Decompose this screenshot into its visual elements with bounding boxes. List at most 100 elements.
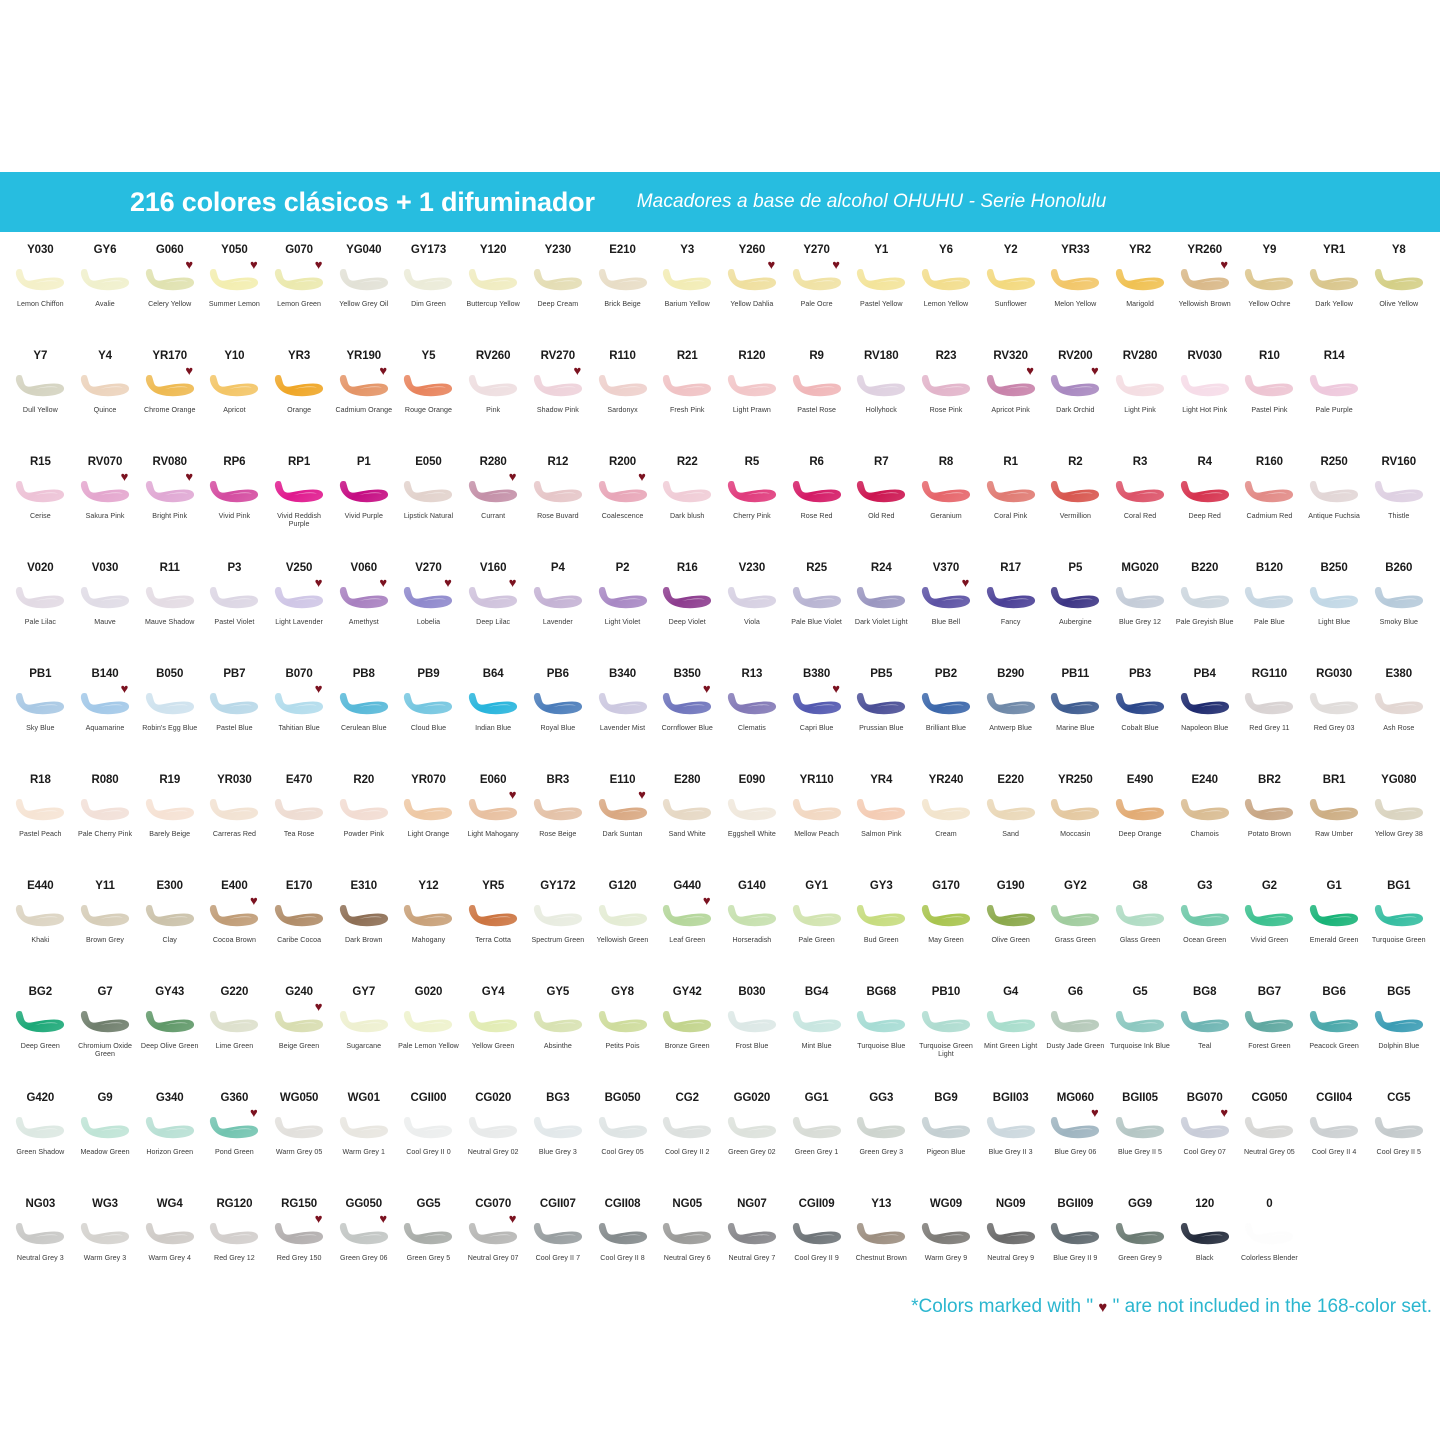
swatch-cell[interactable]: R200 ♥ Coalescence (590, 456, 655, 562)
swatch-cell[interactable]: P3 Pastel Violet (202, 562, 267, 668)
swatch-cell[interactable]: Y030 Lemon Chiffon (8, 244, 73, 350)
swatch-cell[interactable]: G2 Vivid Green (1237, 880, 1302, 986)
swatch-cell[interactable]: G170 May Green (914, 880, 979, 986)
swatch-cell[interactable]: YR190 ♥ Cadmium Orange (331, 350, 396, 456)
swatch-cell[interactable]: E220 Sand (978, 774, 1043, 880)
swatch-cell[interactable]: BG68 Turquoise Blue (849, 986, 914, 1092)
swatch-cell[interactable]: YR3 Orange (267, 350, 332, 456)
swatch-cell[interactable]: E470 Tea Rose (267, 774, 332, 880)
swatch-cell[interactable]: R25 Pale Blue Violet (784, 562, 849, 668)
swatch-cell[interactable]: YR260 ♥ Yellowish Brown (1172, 244, 1237, 350)
swatch-cell[interactable]: CGII00 Cool Grey II 0 (396, 1092, 461, 1198)
swatch-cell[interactable]: R10 Pastel Pink (1237, 350, 1302, 456)
swatch-cell[interactable]: PB8 Cerulean Blue (331, 668, 396, 774)
swatch-cell[interactable]: GY42 Bronze Green (655, 986, 720, 1092)
swatch-cell[interactable]: PB11 Marine Blue (1043, 668, 1108, 774)
swatch-cell[interactable]: E380 Ash Rose (1366, 668, 1431, 774)
swatch-cell[interactable]: GG050 ♥ Green Grey 06 (331, 1198, 396, 1304)
swatch-cell[interactable]: NG03 Neutral Grey 3 (8, 1198, 73, 1304)
swatch-cell[interactable]: V370 ♥ Blue Bell (914, 562, 979, 668)
swatch-cell[interactable]: RV320 ♥ Apricot Pink (978, 350, 1043, 456)
swatch-cell[interactable]: R7 Old Red (849, 456, 914, 562)
swatch-cell[interactable]: Y270 ♥ Pale Ocre (784, 244, 849, 350)
swatch-cell[interactable]: YR4 Salmon Pink (849, 774, 914, 880)
swatch-cell[interactable]: R16 Deep Violet (655, 562, 720, 668)
swatch-cell[interactable]: CGII07 Cool Grey II 7 (526, 1198, 591, 1304)
swatch-cell[interactable]: R080 Pale Cherry Pink (73, 774, 138, 880)
swatch-cell[interactable]: G420 Green Shadow (8, 1092, 73, 1198)
swatch-cell[interactable]: 120 Black (1172, 1198, 1237, 1304)
swatch-cell[interactable]: BG050 Cool Grey 05 (590, 1092, 655, 1198)
swatch-cell[interactable]: G340 Horizon Green (137, 1092, 202, 1198)
swatch-cell[interactable]: G8 Glass Green (1108, 880, 1173, 986)
swatch-cell[interactable]: G6 Dusty Jade Green (1043, 986, 1108, 1092)
swatch-cell[interactable]: R120 Light Prawn (720, 350, 785, 456)
swatch-cell[interactable]: YR1 Dark Yellow (1302, 244, 1367, 350)
swatch-cell[interactable]: BR2 Potato Brown (1237, 774, 1302, 880)
swatch-cell[interactable]: BGII03 Blue Grey II 3 (978, 1092, 1043, 1198)
swatch-cell[interactable]: R160 Cadmium Red (1237, 456, 1302, 562)
swatch-cell[interactable]: RG030 Red Grey 03 (1302, 668, 1367, 774)
swatch-cell[interactable]: V160 ♥ Deep Lilac (461, 562, 526, 668)
swatch-cell[interactable]: R110 Sardonyx (590, 350, 655, 456)
swatch-cell[interactable]: R24 Dark Violet Light (849, 562, 914, 668)
swatch-cell[interactable]: V060 ♥ Amethyst (331, 562, 396, 668)
swatch-cell[interactable]: NG05 Neutral Grey 6 (655, 1198, 720, 1304)
swatch-cell[interactable]: R3 Coral Red (1108, 456, 1173, 562)
swatch-cell[interactable]: G220 Lime Green (202, 986, 267, 1092)
swatch-cell[interactable]: E240 Chamois (1172, 774, 1237, 880)
swatch-cell[interactable]: Y4 Quince (73, 350, 138, 456)
swatch-cell[interactable]: BG5 Dolphin Blue (1366, 986, 1431, 1092)
swatch-cell[interactable]: BG7 Forest Green (1237, 986, 1302, 1092)
swatch-cell[interactable]: R17 Fancy (978, 562, 1043, 668)
swatch-cell[interactable]: GG9 Green Grey 9 (1108, 1198, 1173, 1304)
swatch-cell[interactable]: PB7 Pastel Blue (202, 668, 267, 774)
swatch-cell[interactable]: R22 Dark blush (655, 456, 720, 562)
swatch-cell[interactable]: E110 ♥ Dark Suntan (590, 774, 655, 880)
swatch-cell[interactable]: PB1 Sky Blue (8, 668, 73, 774)
swatch-cell[interactable]: RP6 Vivid Pink (202, 456, 267, 562)
swatch-cell[interactable]: YG040 Yellow Grey Oil (331, 244, 396, 350)
swatch-cell[interactable]: G140 Horseradish (720, 880, 785, 986)
swatch-cell[interactable]: CG050 Neutral Grey 05 (1237, 1092, 1302, 1198)
swatch-cell[interactable]: RP1 Vivid Reddish Purple (267, 456, 332, 562)
swatch-cell[interactable]: GY1 Pale Green (784, 880, 849, 986)
swatch-cell[interactable]: GY2 Grass Green (1043, 880, 1108, 986)
swatch-cell[interactable]: B350 ♥ Cornflower Blue (655, 668, 720, 774)
swatch-cell[interactable]: Y8 Olive Yellow (1366, 244, 1431, 350)
swatch-cell[interactable]: B250 Light Blue (1302, 562, 1367, 668)
swatch-cell[interactable]: BG4 Mint Blue (784, 986, 849, 1092)
swatch-cell[interactable]: CGII04 Cool Grey II 4 (1302, 1092, 1367, 1198)
swatch-cell[interactable]: Y260 ♥ Yellow Dahlia (720, 244, 785, 350)
swatch-cell[interactable]: B290 Antwerp Blue (978, 668, 1043, 774)
swatch-cell[interactable]: Y10 Apricot (202, 350, 267, 456)
swatch-cell[interactable]: YR240 Cream (914, 774, 979, 880)
swatch-cell[interactable]: P1 Vivid Purple (331, 456, 396, 562)
swatch-cell[interactable]: V230 Viola (720, 562, 785, 668)
swatch-cell[interactable]: RV030 Light Hot Pink (1172, 350, 1237, 456)
swatch-cell[interactable]: R280 ♥ Currant (461, 456, 526, 562)
swatch-cell[interactable]: BR3 Rose Beige (526, 774, 591, 880)
swatch-cell[interactable]: BG8 Teal (1172, 986, 1237, 1092)
swatch-cell[interactable]: E090 Eggshell White (720, 774, 785, 880)
swatch-cell[interactable]: WG050 Warm Grey 05 (267, 1092, 332, 1198)
swatch-cell[interactable]: G5 Turquoise Ink Blue (1108, 986, 1173, 1092)
swatch-cell[interactable]: CGII09 Cool Grey II 9 (784, 1198, 849, 1304)
swatch-cell[interactable]: Y1 Pastel Yellow (849, 244, 914, 350)
swatch-cell[interactable]: CG5 Cool Grey II 5 (1366, 1092, 1431, 1198)
swatch-cell[interactable]: PB6 Royal Blue (526, 668, 591, 774)
swatch-cell[interactable]: B070 ♥ Tahitian Blue (267, 668, 332, 774)
swatch-cell[interactable]: PB2 Brilliant Blue (914, 668, 979, 774)
swatch-cell[interactable]: R250 Antique Fuchsia (1302, 456, 1367, 562)
swatch-cell[interactable]: E400 ♥ Cocoa Brown (202, 880, 267, 986)
swatch-cell[interactable]: R20 Powder Pink (331, 774, 396, 880)
swatch-cell[interactable]: P4 Lavender (526, 562, 591, 668)
swatch-cell[interactable]: RG150 ♥ Red Grey 150 (267, 1198, 332, 1304)
swatch-cell[interactable]: RV260 Pink (461, 350, 526, 456)
swatch-cell[interactable]: B050 Robin's Egg Blue (137, 668, 202, 774)
swatch-cell[interactable]: RG120 Red Grey 12 (202, 1198, 267, 1304)
swatch-cell[interactable]: YR2 Marigold (1108, 244, 1173, 350)
swatch-cell[interactable]: PB3 Cobalt Blue (1108, 668, 1173, 774)
swatch-cell[interactable]: B120 Pale Blue (1237, 562, 1302, 668)
swatch-cell[interactable]: V030 Mauve (73, 562, 138, 668)
